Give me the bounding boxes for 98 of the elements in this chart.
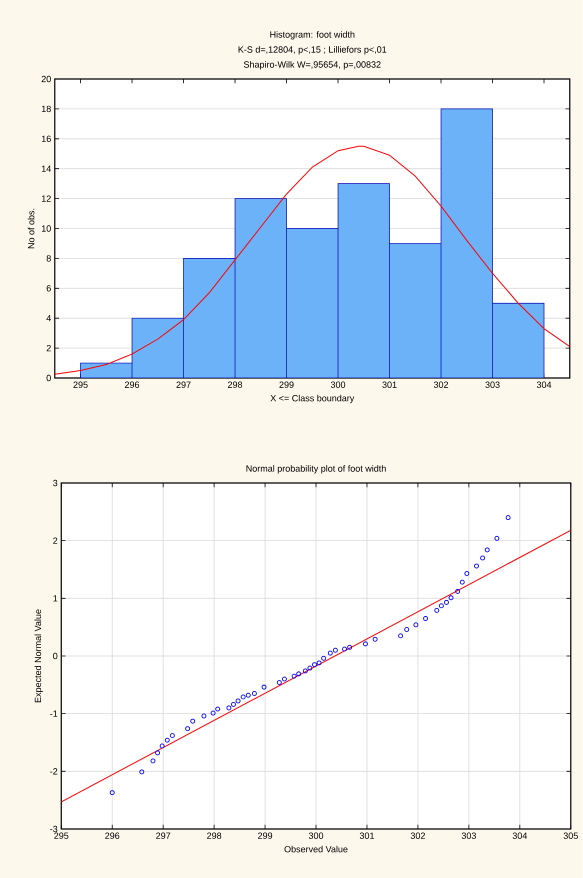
point — [282, 676, 287, 682]
x-tick-label: 297 — [156, 832, 170, 839]
x-tick-label: 299 — [280, 382, 294, 388]
y-tick-label: 16 — [42, 136, 51, 142]
x-tick-label: 298 — [207, 832, 222, 839]
y-tick-label: 18 — [42, 106, 51, 112]
x-tick-label: 303 — [462, 832, 476, 839]
point — [308, 666, 312, 671]
x-tick-label: 297 — [176, 382, 191, 388]
point — [226, 705, 232, 710]
point — [434, 608, 440, 613]
chart-subtitle: K-S d=,12804, p<,15 ; Lilliefors p<,01 — [238, 46, 386, 54]
point — [464, 571, 470, 576]
line-series — [54, 146, 570, 375]
y-tick-label: 14 — [42, 166, 52, 172]
point — [398, 633, 404, 638]
y-tick-label: -1 — [50, 710, 58, 717]
point — [246, 692, 251, 698]
x-tick-label: 295 — [74, 382, 88, 388]
x-axis-title: X <= Class boundary — [270, 394, 354, 404]
y-tick-label: 4 — [46, 315, 52, 322]
point — [494, 536, 500, 541]
point — [363, 641, 368, 646]
y-tick-label: -2 — [50, 768, 58, 774]
x-tick-label: 302 — [410, 832, 426, 839]
y-tick-label: 3 — [53, 480, 58, 486]
point — [444, 600, 450, 605]
point — [215, 706, 220, 712]
point — [423, 616, 428, 621]
point — [252, 691, 257, 696]
point — [333, 648, 338, 653]
x-tick-label: 300 — [330, 382, 346, 388]
point — [414, 622, 418, 628]
point — [231, 702, 236, 707]
point — [484, 547, 490, 552]
point — [460, 580, 465, 585]
chart-title: Histogram: foot width — [270, 31, 354, 40]
y-tick-label: -3 — [50, 826, 58, 832]
point — [506, 515, 511, 520]
x-tick-label: 302 — [434, 382, 448, 388]
point — [316, 660, 322, 666]
point — [240, 694, 246, 700]
y-tick-label: 6 — [46, 285, 51, 292]
point — [155, 750, 160, 756]
x-tick-label: 298 — [228, 382, 242, 388]
point — [139, 769, 144, 774]
point — [190, 718, 196, 724]
point — [372, 636, 378, 642]
point — [236, 698, 241, 704]
point — [185, 726, 190, 732]
point — [170, 733, 175, 738]
point — [439, 603, 444, 608]
y-tick-label: 8 — [46, 255, 51, 262]
y-tick-label: 12 — [42, 195, 51, 202]
point — [164, 738, 170, 743]
text: Shapiro-Wilk W=,95654, p=,00832 — [244, 61, 381, 70]
point — [455, 588, 460, 594]
point — [347, 644, 352, 650]
point — [210, 710, 216, 716]
x-tick-label: 299 — [258, 832, 272, 839]
point — [302, 668, 308, 674]
point — [150, 758, 156, 764]
point — [328, 650, 333, 656]
x-tick-label: 296 — [125, 382, 140, 388]
point — [262, 684, 267, 690]
x-tick-label: 305 — [564, 832, 578, 839]
x-tick-label: 304 — [536, 382, 552, 388]
x-tick-label: 296 — [105, 832, 120, 839]
point — [292, 674, 297, 679]
point — [404, 627, 410, 632]
point — [110, 790, 115, 796]
y-tick-label: 10 — [42, 225, 52, 232]
y-tick-label: 1 — [54, 595, 58, 602]
point — [474, 564, 480, 568]
point — [321, 656, 326, 661]
point — [448, 595, 454, 600]
y-tick-label: 0 — [46, 374, 52, 382]
x-tick-label: 300 — [308, 832, 324, 839]
point — [480, 556, 486, 560]
point — [160, 744, 165, 748]
y-axis-title: Expected Normal Value — [34, 609, 43, 702]
point — [296, 671, 302, 676]
point — [277, 680, 282, 685]
x-axis-title: Observed Value — [284, 846, 348, 852]
x-tick-label: 304 — [512, 832, 528, 839]
x-tick-label: 301 — [382, 382, 397, 388]
y-axis-title: No of obs. — [28, 208, 34, 248]
x-tick-label: 303 — [485, 382, 500, 388]
x-tick-label: 295 — [54, 832, 69, 839]
y-tick-label: 20 — [42, 76, 52, 82]
point — [312, 662, 318, 668]
point — [342, 646, 348, 652]
chart-title: Normal probability plot of foot width — [246, 465, 386, 474]
y-tick-label: 0 — [53, 652, 58, 660]
y-tick-label: 2 — [53, 538, 58, 544]
x-tick-label: 301 — [360, 832, 374, 839]
point — [202, 714, 206, 718]
y-tick-label: 2 — [46, 344, 51, 352]
